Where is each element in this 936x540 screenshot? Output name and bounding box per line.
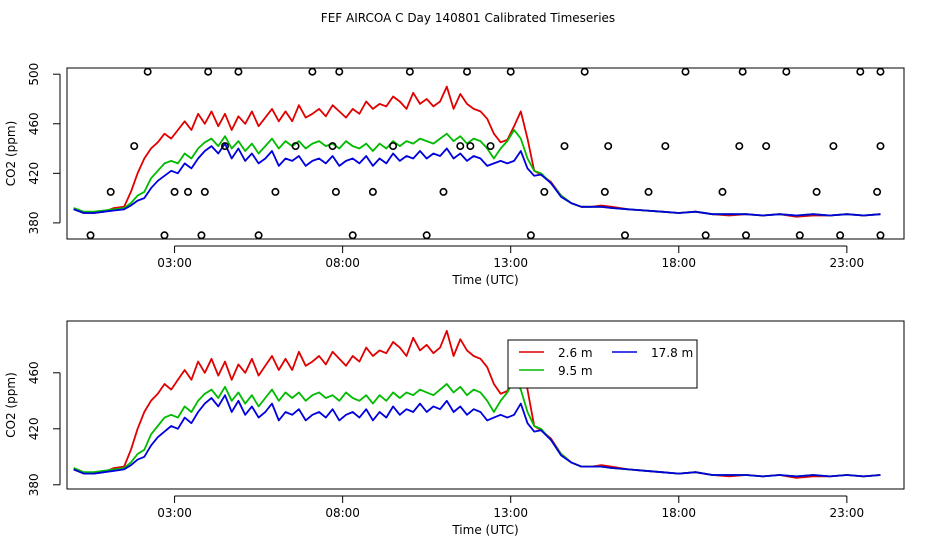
legend-box (507, 339, 698, 389)
plot-frame (66, 67, 905, 240)
data-point (560, 142, 569, 151)
data-point (200, 187, 209, 196)
data-point (620, 231, 629, 240)
data-point (742, 231, 751, 240)
plot-frame (66, 320, 905, 490)
data-point (506, 67, 515, 76)
data-point (681, 67, 690, 76)
data-point (170, 187, 179, 196)
x-axis-label: Time (UTC) (451, 273, 518, 287)
data-point (829, 142, 838, 151)
chart-panel-top: 03:00 08:00 13:00 18:00 23:00 Time (UTC) 380 42… (4, 63, 905, 287)
legend-label: 2.6 m (558, 346, 593, 360)
data-point (836, 231, 845, 240)
data-point (422, 231, 431, 240)
data-point (604, 142, 613, 151)
data-point (540, 187, 549, 196)
legend-label: 9.5 m (558, 364, 593, 378)
data-point (812, 187, 821, 196)
x-tick-label: 03:00 (157, 256, 192, 270)
data-point (204, 67, 213, 76)
data-point (86, 231, 95, 240)
figure-title: FEF AIRCOA C Day 140801 Calibrated Times… (321, 11, 615, 25)
series-line-17-8-m (73, 394, 881, 478)
data-point (856, 67, 865, 76)
series-line-series-2 (73, 142, 881, 217)
y-tick-label: 460 (27, 361, 41, 384)
data-point (762, 142, 771, 151)
x-tick-label: 03:00 (157, 506, 192, 520)
data-point (308, 67, 317, 76)
legend-label: 17.8 m (651, 346, 693, 360)
data-point (718, 187, 727, 196)
data-point (106, 187, 115, 196)
data-point (795, 231, 804, 240)
data-point (328, 142, 337, 151)
data-point (486, 142, 495, 151)
data-point (405, 67, 414, 76)
y-axis-label: CO2 (ppm) (4, 372, 18, 438)
x-tick-label: 23:00 (830, 506, 865, 520)
data-point (335, 67, 344, 76)
y-tick-label: 420 (27, 417, 41, 440)
chart-panel-bottom: 03:00 08:00 13:00 18:00 23:00 Time (UTC) 380 42… (4, 320, 905, 537)
data-point (782, 67, 791, 76)
data-point (234, 67, 243, 76)
x-axis-label: Time (UTC) (451, 523, 518, 537)
data-point (130, 142, 139, 151)
x-tick-label: 08:00 (325, 506, 360, 520)
y-tick-label: 500 (27, 63, 41, 86)
data-point (876, 142, 885, 151)
data-point (271, 187, 280, 196)
data-point (368, 187, 377, 196)
x-tick-label: 13:00 (493, 506, 528, 520)
data-point (580, 67, 589, 76)
data-point (456, 142, 465, 151)
data-point (291, 142, 300, 151)
data-point (197, 231, 206, 240)
data-point (160, 231, 169, 240)
x-tick-label: 23:00 (830, 256, 865, 270)
y-axis-label: CO2 (ppm) (4, 121, 18, 187)
data-point (389, 142, 398, 151)
x-tick-label: 18:00 (661, 506, 696, 520)
y-tick-label: 380 (27, 473, 41, 496)
x-tick-label: 18:00 (661, 256, 696, 270)
data-point (526, 231, 535, 240)
data-point (439, 187, 448, 196)
y-tick-label: 380 (27, 211, 41, 234)
data-point (184, 187, 193, 196)
data-point (876, 67, 885, 76)
legend: 2.6 m 9.5 m 17.8 m (507, 339, 698, 389)
data-point (254, 231, 263, 240)
data-point (873, 187, 882, 196)
data-point (876, 231, 885, 240)
data-point (644, 187, 653, 196)
data-point (738, 67, 747, 76)
data-point (661, 142, 670, 151)
data-point (348, 231, 357, 240)
data-point (600, 187, 609, 196)
data-point (463, 67, 472, 76)
data-point (701, 231, 710, 240)
data-point (220, 142, 229, 151)
y-tick-label: 420 (27, 162, 41, 185)
data-point (331, 187, 340, 196)
data-point (143, 67, 152, 76)
y-tick-label: 460 (27, 112, 41, 135)
x-tick-label: 13:00 (493, 256, 528, 270)
data-point (735, 142, 744, 151)
x-tick-label: 08:00 (325, 256, 360, 270)
data-point (466, 142, 475, 151)
